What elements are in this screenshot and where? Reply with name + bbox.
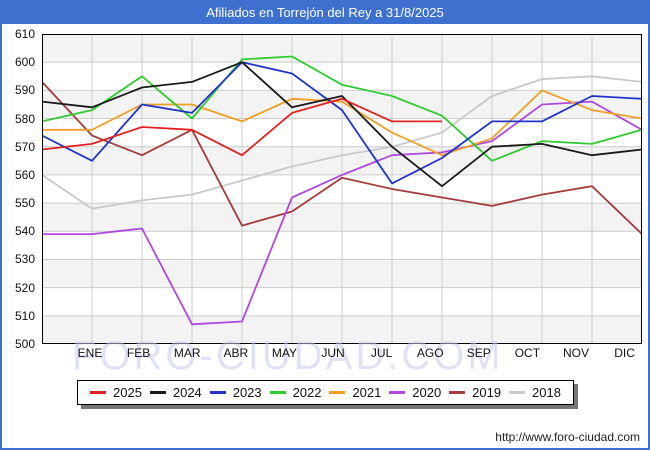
legend-label-2018: 2018 (532, 385, 561, 400)
y-tick-label: 530 (14, 252, 35, 267)
legend-swatch-2024 (149, 391, 166, 394)
series-line-2024 (41, 61, 643, 188)
x-tick-label-ENE: ENE (77, 346, 103, 360)
x-tick-label-FEB: FEB (126, 346, 151, 360)
x-tick-label-SEP: SEP (466, 346, 491, 360)
x-tick-label-MAR: MAR (173, 346, 201, 360)
legend-label-2021: 2021 (352, 385, 382, 400)
series-line-2022 (41, 55, 643, 162)
legend-label-2024: 2024 (172, 385, 202, 400)
legend-swatch-2022 (269, 391, 286, 394)
y-tick-label: 520 (14, 280, 35, 295)
y-tick-label: 600 (14, 55, 35, 70)
y-tick-label: 560 (14, 167, 35, 182)
legend-item-2022: 2022 (269, 385, 322, 400)
legend-swatch-2018 (509, 391, 526, 394)
chart-title: Afiliados en Torrejón del Rey a 31/8/202… (206, 5, 444, 20)
series-line-2018 (41, 75, 643, 210)
footer-url: http://www.foro-ciudad.com (495, 430, 640, 444)
y-tick-label: 540 (14, 224, 35, 239)
x-tick-label-ABR: ABR (223, 346, 249, 360)
legend: 2025 2024 2023 2022 2021 2020 2019 2018 (77, 380, 574, 405)
legend-item-2019: 2019 (449, 385, 501, 400)
series-line-2023 (41, 61, 643, 185)
legend-label-2019: 2019 (472, 385, 502, 400)
legend-item-2018: 2018 (509, 385, 561, 400)
series-line-2020 (42, 100, 643, 326)
legend-item-2023: 2023 (209, 385, 262, 400)
legend-item-2020: 2020 (389, 385, 441, 400)
legend-swatch-2021 (329, 391, 346, 394)
x-tick-label-NOV: NOV (562, 346, 590, 360)
legend-swatch-2019 (449, 391, 466, 394)
x-tick-label-AGO: AGO (416, 346, 444, 360)
series-line-2019 (41, 81, 643, 235)
plot-border (42, 34, 642, 344)
legend-label-2025: 2025 (113, 385, 142, 400)
y-tick-label: 570 (14, 139, 35, 154)
legend-item-2024: 2024 (149, 385, 202, 400)
y-tick-label: 500 (14, 337, 35, 351)
legend-swatch-2023 (209, 391, 226, 394)
legend-swatch-2025 (90, 391, 106, 394)
plot-area (41, 33, 643, 345)
x-tick-label-OCT: OCT (514, 346, 541, 360)
y-tick-label: 610 (14, 27, 35, 41)
chart-svg (41, 33, 643, 345)
series-line-2025 (41, 97, 442, 157)
legend-item-2025: 2025 (90, 385, 142, 400)
x-tick-label-MAY: MAY (271, 346, 297, 360)
legend-swatch-2020 (389, 391, 406, 394)
legend-label-2020: 2020 (412, 385, 442, 400)
legend-label-2022: 2022 (292, 385, 322, 400)
y-tick-label: 590 (14, 83, 35, 98)
legend-label-2023: 2023 (232, 385, 262, 400)
legend-item-2021: 2021 (329, 385, 381, 400)
x-tick-label-JUL: JUL (370, 346, 393, 360)
y-tick-label: 550 (14, 196, 35, 211)
x-tick-label-DIC: DIC (614, 346, 635, 360)
y-tick-label: 580 (14, 111, 35, 126)
y-tick-label: 510 (14, 308, 35, 323)
x-tick-label-JUN: JUN (321, 346, 345, 360)
title-bar: Afiliados en Torrejón del Rey a 31/8/202… (2, 2, 648, 24)
